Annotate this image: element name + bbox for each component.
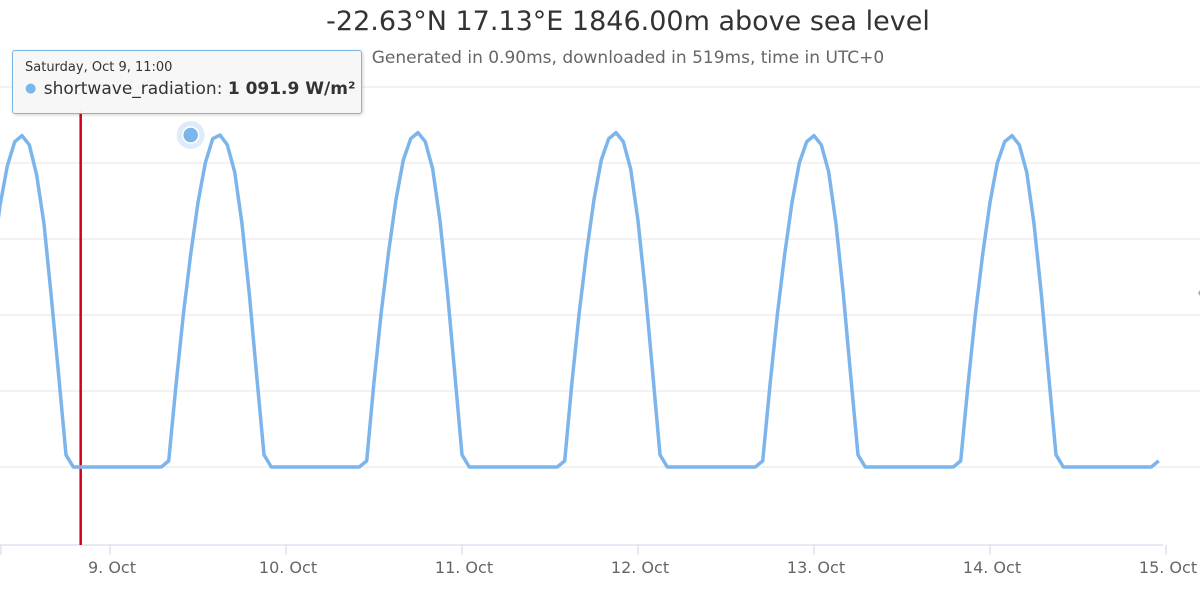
chart-subtitle: Generated in 0.90ms, downloaded in 519ms…: [371, 48, 885, 68]
tooltip-row: ● shortwave_radiation: 1 091.9 W/m²: [25, 79, 355, 99]
tooltip-header: Saturday, Oct 9, 11:00: [25, 60, 173, 75]
tooltip-series-name: shortwave_radiation: [43, 79, 217, 99]
x-tick-label: 13. Oct: [787, 558, 845, 577]
x-tick-label: 9. Oct: [88, 558, 136, 577]
x-tick-label: 11. Oct: [435, 558, 493, 577]
chart-title: -22.63°N 17.13°E 1846.00m above sea leve…: [326, 6, 930, 37]
series-dot-icon: ●: [25, 81, 37, 96]
series-line-shortwave-radiation[interactable]: [0, 130, 1160, 469]
tooltip: Saturday, Oct 9, 11:00 ● shortwave_radia…: [12, 50, 362, 114]
highlighted-point[interactable]: [181, 126, 200, 144]
x-tick-label: 10. Oct: [259, 558, 317, 577]
x-tick-label: 12. Oct: [611, 558, 669, 577]
x-tick-label: 14. Oct: [963, 558, 1021, 577]
x-tick-label: 15. Oct: [1139, 558, 1197, 577]
tooltip-value: 1 091.9 W/m²: [227, 79, 356, 99]
tooltip-separator: :: [216, 79, 228, 99]
x-axis-ticks: 9. Oct 10. Oct 11. Oct 12. Oct 13. Oct 14. Oc…: [0, 545, 1197, 577]
